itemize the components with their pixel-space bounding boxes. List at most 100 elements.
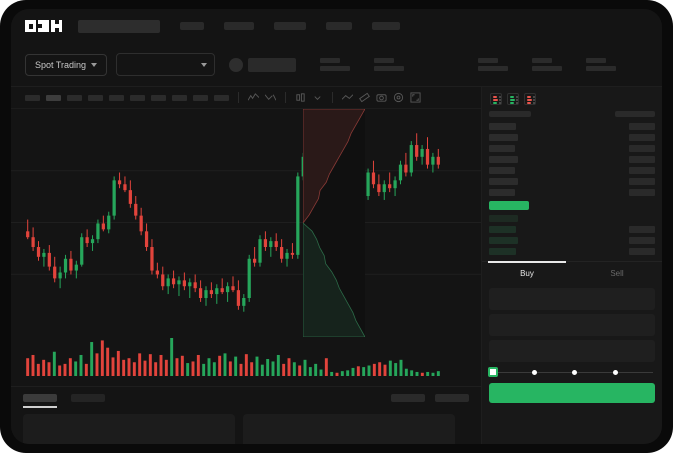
main-body: Buy Sell	[11, 87, 662, 444]
timeframe-9[interactable]	[193, 94, 208, 101]
timeframe-4[interactable]	[88, 94, 103, 101]
slider-handle[interactable]	[488, 367, 498, 377]
orderbook-ask-row[interactable]	[489, 143, 655, 154]
timeframe-3[interactable]	[67, 94, 82, 101]
line-tool-icon[interactable]	[342, 92, 353, 103]
timeframe-6[interactable]	[130, 94, 145, 101]
nav-item-4[interactable]	[326, 22, 352, 30]
orderbook-ask-row[interactable]	[489, 154, 655, 165]
trade-column: Buy Sell	[481, 87, 662, 444]
timeframe-10[interactable]	[214, 94, 229, 101]
settings-icon[interactable]	[393, 92, 404, 103]
timeframe-5[interactable]	[109, 94, 124, 101]
orderbook-view-bids-icon[interactable]	[507, 93, 519, 105]
bar-style-icon[interactable]	[295, 92, 306, 103]
tab-sell[interactable]: Sell	[610, 269, 624, 278]
buy-sell-tabs: Buy Sell	[482, 261, 662, 284]
bottom-tab-bar	[11, 386, 481, 408]
candlestick-chart[interactable]	[11, 109, 481, 334]
search-input[interactable]	[78, 19, 160, 33]
orderbook-rows	[482, 109, 662, 257]
amount-slider[interactable]	[482, 366, 662, 377]
toolbar-divider	[238, 92, 239, 103]
tab-order-history[interactable]	[71, 393, 105, 402]
fullscreen-icon[interactable]	[410, 92, 421, 103]
orderbook-bid-row[interactable]	[489, 224, 655, 235]
toolbar-divider	[332, 92, 333, 103]
col-price	[489, 111, 531, 117]
toolbar-divider	[285, 92, 286, 103]
orderbook-ask-row[interactable]	[489, 132, 655, 143]
timeframe-2[interactable]	[46, 94, 61, 101]
orderbook-view-toggles	[482, 87, 662, 109]
orderbook-ask-row[interactable]	[489, 121, 655, 132]
orderbook-ask-row[interactable]	[489, 176, 655, 187]
coin-avatar	[229, 57, 244, 72]
order-form	[482, 284, 662, 362]
nav-item-5[interactable]	[372, 22, 400, 30]
chart-toolbar	[11, 87, 481, 109]
app-screen: Spot Trading	[11, 9, 662, 444]
orderbook-view-both-icon[interactable]	[490, 93, 502, 105]
ruler-icon[interactable]	[359, 92, 370, 103]
action-cancel-all[interactable]	[435, 393, 469, 402]
timeframe-8[interactable]	[172, 94, 187, 101]
orderbook-column-headers	[489, 111, 655, 117]
slider-stop-75[interactable]	[612, 369, 618, 375]
orderbook-ask-row[interactable]	[489, 165, 655, 176]
slider-track[interactable]	[488, 367, 653, 377]
stat-high-24h	[478, 58, 509, 71]
trading-mode-label: Spot Trading	[35, 59, 87, 70]
orderbook-bid-row[interactable]	[489, 235, 655, 246]
nav-item-3[interactable]	[274, 22, 306, 30]
chart-column	[11, 87, 481, 444]
field-amount[interactable]	[489, 314, 655, 336]
nav-item-2[interactable]	[224, 22, 254, 30]
top-header	[11, 9, 662, 43]
summary-card-left[interactable]	[23, 414, 235, 444]
field-price[interactable]	[489, 288, 655, 310]
pair-selector[interactable]	[116, 53, 216, 76]
stat-last-price	[320, 58, 351, 71]
stat-volume-24h	[586, 58, 617, 71]
orderbook-ask-row[interactable]	[489, 187, 655, 198]
chevron-down-icon	[201, 62, 208, 67]
logo-glyph-x	[51, 20, 62, 32]
nav-item-1[interactable]	[180, 22, 204, 30]
col-amount	[615, 111, 655, 117]
bottom-actions	[391, 393, 469, 402]
tab-buy[interactable]: Buy	[482, 261, 572, 284]
timeframe-7[interactable]	[151, 94, 166, 101]
orderbook-bid-row[interactable]	[489, 213, 655, 224]
logo-glyph-k	[38, 20, 49, 32]
slider-stop-50[interactable]	[572, 369, 577, 375]
okx-logo[interactable]	[25, 20, 62, 32]
stat-low-24h	[532, 58, 563, 71]
summary-card-right[interactable]	[243, 414, 455, 444]
field-total[interactable]	[489, 340, 655, 362]
logo-glyph-o	[25, 20, 36, 32]
market-bar: Spot Trading	[11, 43, 662, 87]
compare-icon[interactable]	[265, 92, 276, 103]
tab-open-orders[interactable]	[23, 393, 57, 408]
timeframe-1[interactable]	[25, 94, 40, 101]
orderbook-view-asks-icon[interactable]	[524, 93, 536, 105]
volume-svg	[26, 338, 440, 376]
action-hide-other-pairs[interactable]	[391, 393, 425, 402]
market-stats	[320, 58, 617, 71]
submit-buy-button[interactable]	[489, 383, 655, 403]
chevron-down-icon	[91, 62, 98, 67]
indicator-icon[interactable]	[248, 92, 259, 103]
orderbook-bid-row[interactable]	[489, 246, 655, 257]
candlestick-svg	[11, 133, 481, 312]
trading-mode-selector[interactable]: Spot Trading	[25, 53, 108, 76]
camera-icon[interactable]	[376, 92, 387, 103]
volume-chart	[11, 334, 481, 386]
dropdown-icon[interactable]	[312, 92, 323, 103]
slider-stop-25[interactable]	[531, 369, 537, 375]
pair-name-label	[248, 57, 297, 72]
bottom-cards	[11, 408, 481, 444]
stat-change-24h	[374, 58, 405, 71]
header-nav	[180, 22, 400, 30]
